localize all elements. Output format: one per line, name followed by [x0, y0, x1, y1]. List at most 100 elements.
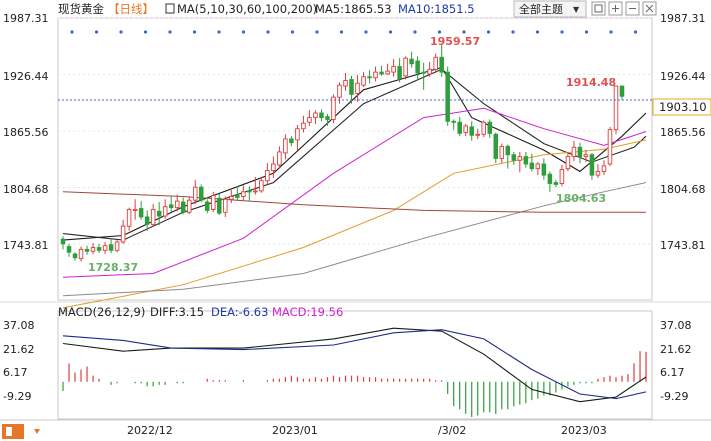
macd-diff-line	[62, 327, 647, 403]
event-marker	[290, 30, 295, 34]
candle-body	[439, 56, 444, 73]
candle-body	[192, 186, 198, 201]
candle-body	[102, 245, 108, 251]
event-marker	[241, 30, 246, 34]
candle-body	[96, 247, 102, 251]
event-marker	[486, 30, 491, 34]
candle-body	[517, 156, 523, 161]
price-tick-right: 1804.68	[660, 183, 706, 196]
checkbox-icon[interactable]	[165, 3, 175, 14]
candle-body	[138, 208, 144, 218]
candle-body	[247, 190, 252, 193]
candle-body	[283, 138, 288, 154]
candle-body	[397, 66, 402, 80]
price-tick-right: 1987.31	[660, 12, 706, 25]
theme-select[interactable]	[513, 0, 587, 18]
main-plot-frame	[57, 17, 653, 301]
candle-body	[205, 201, 210, 211]
period-label[interactable]: 【日线】	[108, 2, 154, 16]
theme-select-label: 全部主题	[519, 2, 563, 16]
candle-body	[361, 76, 366, 86]
grid	[58, 17, 652, 245]
candle-body	[601, 165, 607, 172]
candle-body	[493, 133, 499, 159]
price-tick-left: 1804.68	[3, 183, 49, 196]
candle-body	[132, 209, 138, 211]
candle-body	[126, 209, 132, 227]
price-tick-left: 1987.31	[3, 12, 49, 25]
candle-body	[301, 122, 306, 130]
event-marker	[388, 30, 393, 34]
candle-body	[198, 186, 204, 201]
candle-body	[168, 204, 174, 209]
candle-body	[229, 196, 234, 200]
macd-tick-left: -9.29	[3, 390, 31, 403]
macd-tick-left: 21.62	[3, 343, 35, 356]
candle-body	[114, 241, 120, 251]
candle-body	[499, 145, 505, 159]
ma-line-ma60	[62, 139, 647, 309]
candle-body	[577, 146, 583, 158]
price-tick-right: 1865.56	[660, 126, 706, 139]
candle-body	[72, 253, 78, 259]
instrument-title: 现货黄金	[58, 2, 104, 16]
candle-body	[421, 71, 426, 74]
candle-body	[156, 210, 162, 217]
candle-body	[469, 126, 474, 136]
macd-tick-right: 21.62	[660, 343, 692, 356]
macd-tick-right: 37.08	[660, 319, 692, 332]
candle-body	[180, 201, 186, 213]
ma-line-ma30	[62, 107, 647, 278]
candle-body	[277, 151, 282, 166]
candle-body	[174, 200, 180, 209]
candle-body	[457, 121, 462, 134]
event-marker	[143, 30, 148, 34]
candle-body	[313, 112, 318, 119]
candle-body	[367, 76, 372, 79]
candle-body	[60, 238, 66, 245]
settings-icon[interactable]	[591, 1, 606, 16]
candle-body	[595, 170, 601, 176]
candle-body	[223, 198, 228, 213]
event-marker	[119, 30, 123, 34]
event-marker	[217, 30, 221, 34]
candle-body	[451, 120, 456, 123]
macd-value: MACD:19.56	[272, 305, 343, 319]
annotation-recent-high: 1914.48	[566, 76, 616, 89]
candle-body	[162, 206, 168, 217]
candle-body	[211, 195, 216, 210]
candle-body	[415, 60, 420, 74]
candle-body	[535, 163, 541, 170]
annotation-low-2: 1804.63	[556, 192, 606, 205]
candle-body	[523, 156, 529, 165]
candle-body	[463, 125, 468, 133]
candles	[60, 43, 625, 262]
candle-body	[565, 156, 571, 170]
event-marker	[364, 30, 368, 34]
triangle-icon[interactable]	[34, 429, 40, 434]
candle-body	[325, 116, 330, 120]
event-marker	[339, 30, 344, 34]
macd-tick-right: -9.29	[660, 390, 688, 403]
candle-body	[511, 154, 517, 161]
macd-header: MACD(26,12,9) DIFF:3.15 DEA:-6.63 MACD:1…	[58, 305, 343, 319]
candle-body	[505, 145, 511, 156]
candle-body	[385, 70, 390, 75]
candle-body	[343, 80, 348, 87]
current-price-value: 1903.10	[659, 100, 707, 114]
macd-diff: DIFF:3.15	[150, 305, 204, 319]
candle-body	[120, 225, 126, 243]
candle-body	[607, 129, 613, 165]
candle-body	[481, 121, 487, 135]
event-marker	[315, 30, 319, 34]
price-tick-left: 1865.56	[3, 126, 49, 139]
candle-body	[217, 197, 222, 214]
date-axis: 2022/12 2023/01 /3/02 2023/03	[127, 424, 607, 437]
candle-body	[559, 169, 565, 184]
price-tick-left: 1743.81	[3, 239, 49, 252]
candle-body	[403, 57, 408, 77]
price-tick-left: 1926.44	[3, 70, 49, 83]
event-marker	[437, 30, 442, 34]
macd-dea-line	[62, 329, 647, 400]
current-price-box	[652, 98, 711, 116]
